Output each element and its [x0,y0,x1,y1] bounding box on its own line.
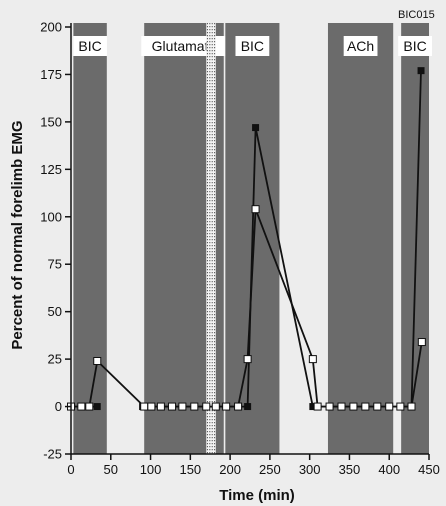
x-tick-label: 300 [299,462,321,477]
open-square-marker [373,402,382,411]
open-square-marker [308,355,317,364]
open-square-marker [222,402,231,411]
filled-square-marker [244,403,252,411]
axis-break-gap [206,23,216,454]
filled-square-marker [252,124,260,132]
x-tick-label: 250 [259,462,281,477]
band-label: BIC [241,38,264,54]
series-line [151,208,423,408]
band-label-background [343,36,378,56]
band-label-background [398,36,432,56]
open-square-marker [313,402,322,411]
open-square-marker [407,402,416,411]
band-label: BIC [78,38,101,54]
treatment-bands: BIC Glutamate BIC ACh BIC [73,23,432,454]
y-tick-label: 175 [40,67,62,82]
y-tick-label: 125 [40,162,62,177]
open-square-marker [349,402,358,411]
open-square-marker [337,402,346,411]
treatment-band [327,23,394,454]
open-square-marker [243,355,252,364]
open-square-marker [325,402,334,411]
open-square-marker [77,402,86,411]
band-label: ACh [347,38,374,54]
filled-square-marker [417,67,425,75]
open-square-marker [361,402,370,411]
x-tick-label: 200 [219,462,241,477]
axis-ticks: -25 0 25 50 75 100 125 150 175 200 0 50 100 150 200 250… [40,20,440,478]
band-label-background [73,36,107,56]
open-square-marker [147,402,156,411]
x-tick-label: 150 [179,462,201,477]
band-label-background [141,36,227,56]
axis-break [206,23,216,454]
x-tick-label: 400 [378,462,400,477]
open-square-marker [396,402,405,411]
y-tick-label: 150 [40,114,62,129]
open-square-marker [156,402,165,411]
band-label: BIC [403,38,426,54]
x-tick-label: 350 [339,462,361,477]
open-square-marker [417,338,426,347]
y-axis-title: Percent of normal forelimb EMG [9,120,26,349]
y-tick-label: 50 [48,304,62,319]
x-tick-label: 100 [140,462,162,477]
filled-square-marker [93,403,101,411]
open-square-marker [140,402,149,411]
axes [70,23,429,455]
open-square-marker [93,357,102,366]
open-square-marker [85,402,94,411]
open-square-marker [211,402,220,411]
open-square-marker [385,402,394,411]
open-square-marker [190,402,199,411]
open-square-marker [168,402,177,411]
x-axis-title: Time (min) [219,487,295,504]
y-tick-label: 25 [48,352,62,367]
open-square-marker [178,402,187,411]
y-tick-label: 100 [40,209,62,224]
x-tick-label: 50 [104,462,118,477]
open-square-marker [251,205,260,214]
x-tick-label: 0 [67,462,74,477]
data-markers [67,67,426,411]
y-tick-label: -25 [43,447,62,462]
figure-id: BIC015 [398,9,435,21]
band-label: Glutamate [152,38,217,54]
open-square-marker [234,402,243,411]
y-tick-label: 200 [40,20,62,35]
band-label-background [235,36,270,56]
treatment-band [73,23,107,454]
open-square-marker [202,402,211,411]
y-tick-label: 0 [55,399,62,414]
x-tick-label: 450 [418,462,440,477]
y-tick-label: 75 [48,257,62,272]
